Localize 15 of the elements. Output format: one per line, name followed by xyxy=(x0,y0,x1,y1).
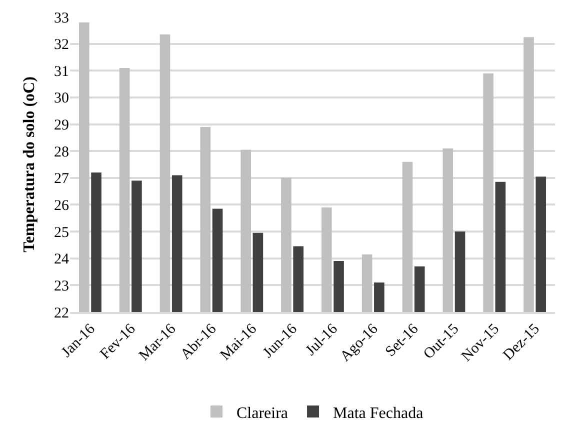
y-tick-label: 30 xyxy=(54,90,69,107)
legend-label: Clareira xyxy=(236,404,288,422)
y-tick-label: 33 xyxy=(54,10,69,26)
y-tick-label: 25 xyxy=(54,224,69,241)
y-tick-label: 26 xyxy=(54,198,70,214)
y-tick-label: 23 xyxy=(54,278,69,294)
y-tick-label: 29 xyxy=(54,118,69,134)
y-tick-label: 27 xyxy=(54,171,70,188)
y-tick-label: 31 xyxy=(54,64,69,80)
y-axis-title: Temperatura do solo (oC) xyxy=(20,76,38,252)
y-tick-label: 22 xyxy=(54,305,69,322)
y-tick-label: 24 xyxy=(54,252,70,268)
legend-label: Mata Fechada xyxy=(333,404,424,422)
y-tick-label: 32 xyxy=(54,37,69,54)
y-tick-label: 28 xyxy=(54,144,69,160)
